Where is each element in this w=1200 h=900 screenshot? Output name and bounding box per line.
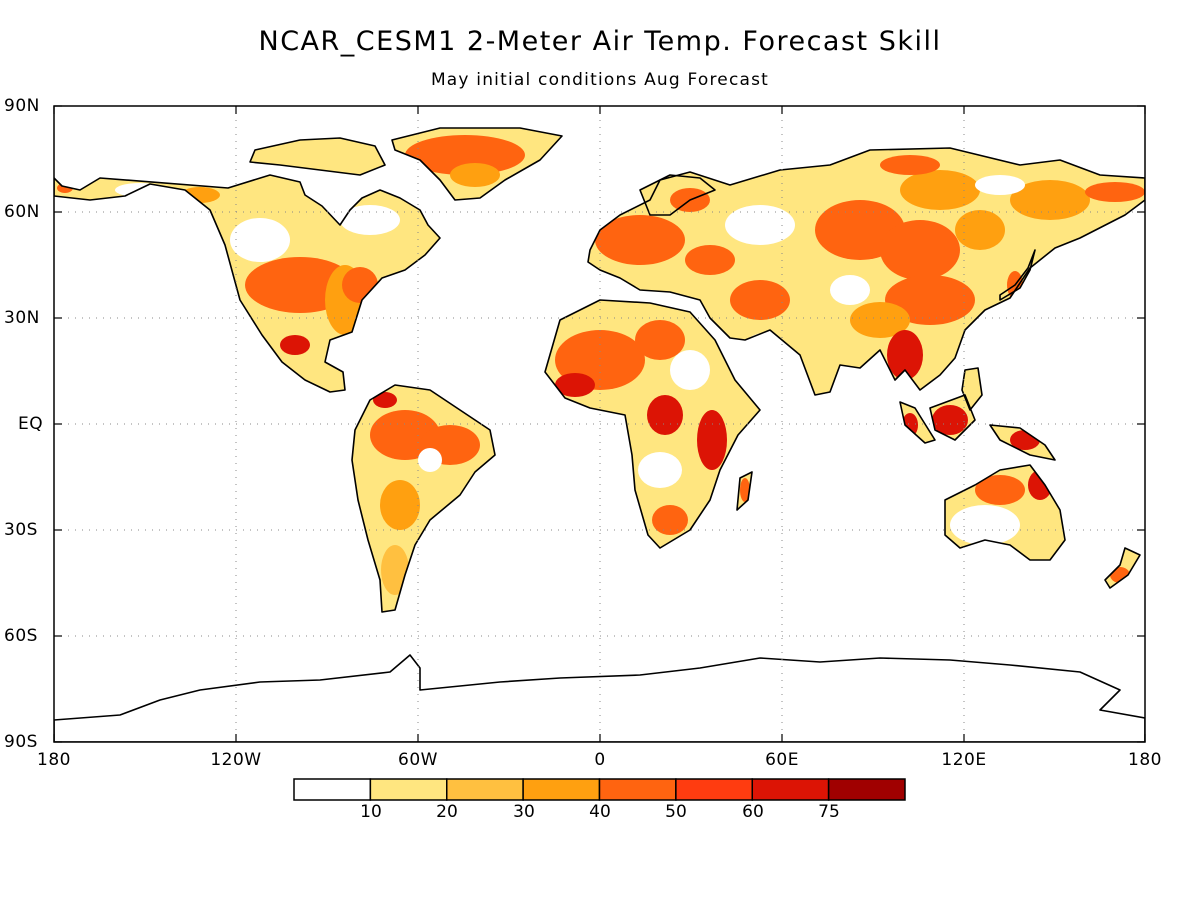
lat-label-30s: 30S	[4, 520, 38, 540]
skill-patch	[647, 395, 683, 435]
skill-patch	[880, 155, 940, 175]
map-title: NCAR_CESM1 2-Meter Air Temp. Forecast Sk…	[258, 26, 942, 57]
coast-australia	[944, 464, 1066, 561]
lat-label-90s: 90S	[4, 732, 38, 752]
skill-patch	[740, 478, 750, 502]
axis-ticks	[53, 105, 1146, 743]
coastlines	[54, 127, 1145, 742]
lat-label-90n: 90N	[4, 96, 40, 116]
coast-antarctica	[54, 654, 1145, 742]
colorbar-bin	[751, 778, 830, 801]
land-japan	[1000, 250, 1035, 300]
skill-patch	[405, 135, 525, 175]
lon-label-120e: 120E	[941, 750, 987, 770]
land-shading	[54, 128, 1145, 612]
lon-label-60e: 60E	[765, 750, 799, 770]
skill-patch	[180, 187, 220, 203]
coast-japan	[999, 249, 1036, 301]
lat-label-60s: 60S	[4, 626, 38, 646]
skill-patch	[635, 320, 685, 360]
skill-patch	[830, 275, 870, 305]
skill-patch	[932, 405, 968, 435]
skill-patch	[887, 330, 923, 380]
colorbar-bin	[598, 778, 677, 801]
skill-patch	[555, 373, 595, 397]
graticule	[54, 106, 1145, 742]
skill-patch	[900, 170, 980, 210]
colorbar-label-75: 75	[818, 802, 840, 822]
skill-patch	[373, 392, 397, 408]
colorbar	[293, 778, 906, 801]
skill-patch	[418, 448, 442, 472]
colorbar-label-60: 60	[742, 802, 764, 822]
skill-patch	[450, 163, 500, 187]
skill-patch	[280, 335, 310, 355]
skill-patch	[880, 220, 960, 280]
colorbar-bin	[522, 778, 601, 801]
skill-patch	[638, 452, 682, 488]
coast-northAmerica	[54, 174, 441, 393]
skill-patch	[697, 410, 727, 470]
map-subtitle: May initial conditions Aug Forecast	[430, 70, 770, 90]
skill-patch	[885, 275, 975, 325]
skill-patch	[685, 245, 735, 275]
skill-patch	[230, 218, 290, 262]
lon-label-180e: 180	[1128, 750, 1162, 770]
skill-patch	[850, 302, 910, 338]
land-eurasia	[588, 148, 1145, 395]
skill-patch	[1085, 182, 1145, 202]
land-indonesia	[900, 395, 1055, 460]
colorbar-bin	[827, 778, 906, 801]
skill-patch	[342, 267, 378, 303]
skill-patch	[381, 545, 409, 595]
skill-patch	[725, 205, 795, 245]
coast-newZealand	[1104, 547, 1141, 589]
colorbar-label-50: 50	[665, 802, 687, 822]
coast-scandinavia	[639, 174, 716, 216]
colorbar-bin	[293, 778, 372, 801]
land-arctic	[250, 138, 385, 175]
lat-label-60n: 60N	[4, 202, 40, 222]
skill-patch	[975, 475, 1025, 505]
coast-southAmerica	[351, 384, 496, 613]
coast-eurasia	[587, 147, 1145, 396]
skill-patch	[652, 505, 688, 535]
skill-patch	[730, 280, 790, 320]
skill-patch	[1010, 180, 1090, 220]
lon-label-0: 0	[594, 750, 606, 770]
colorbar-label-20: 20	[436, 802, 458, 822]
lon-label-120w: 120W	[210, 750, 262, 770]
skill-patch	[955, 210, 1005, 250]
lat-label-30n: 30N	[4, 308, 40, 328]
lon-label-180w: 180	[37, 750, 71, 770]
skill-patch	[340, 205, 400, 235]
skill-patch	[950, 505, 1020, 545]
coast-madagascar	[736, 471, 753, 511]
colorbar-label-10: 10	[360, 802, 382, 822]
colorbar-bin	[675, 778, 753, 801]
skill-patch	[975, 175, 1025, 195]
colorbar-label-40: 40	[589, 802, 611, 822]
coast-arctic	[249, 137, 386, 176]
colorbar-bin	[446, 778, 524, 801]
lon-label-60w: 60W	[398, 750, 438, 770]
colorbar-bin	[369, 778, 448, 801]
skill-patch	[670, 350, 710, 390]
coast-greenland	[391, 127, 563, 201]
skill-patch	[380, 480, 420, 530]
skill-patch	[595, 215, 685, 265]
skill-patch	[1028, 470, 1052, 500]
coast-africa	[544, 299, 761, 549]
coast-indonesia	[899, 394, 1056, 461]
coast-philippines	[961, 367, 983, 411]
colorbar-label-30: 30	[513, 802, 535, 822]
lat-label-eq: EQ	[18, 414, 44, 434]
